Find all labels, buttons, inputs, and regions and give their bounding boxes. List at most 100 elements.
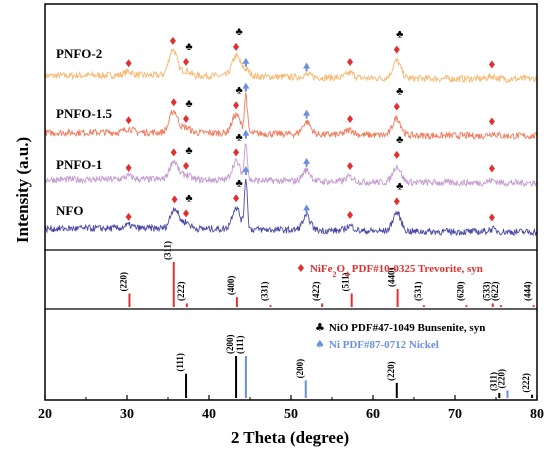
nife2o4-marker — [183, 114, 190, 123]
x-tick-label: 30 — [120, 407, 134, 422]
series-label: PNFO-1 — [56, 157, 102, 172]
nife2o4-marker — [393, 150, 400, 159]
legend-text-part: NiFe — [310, 263, 333, 275]
series-line — [44, 48, 538, 84]
ni-legend: ♠ Ni PDF#87-0712 Nickel — [315, 338, 439, 351]
nio-marker: ♣ — [396, 134, 403, 146]
nife2o4-marker — [125, 116, 132, 125]
nife2o4-marker — [393, 102, 400, 111]
club-icon: ♣ — [315, 321, 325, 334]
hkl-label: (220) — [118, 272, 128, 292]
hkl-label: (200) — [225, 335, 235, 355]
nio-marker: ♣ — [396, 180, 403, 192]
y-axis-label: Intensity (a.u.) — [13, 137, 32, 243]
nife2o4-marker — [347, 162, 354, 171]
x-axis-label: 2 Theta (degree) — [231, 428, 349, 447]
nife2o4-marker — [125, 212, 132, 221]
nife2o4-marker — [233, 42, 240, 51]
nife2o4-marker — [233, 148, 240, 157]
diamond-icon: ♦ — [296, 262, 306, 275]
nife2o4-marker — [347, 211, 354, 220]
ni-marker — [242, 57, 250, 67]
nife2o4-marker — [183, 209, 190, 218]
nife2o4-marker — [393, 197, 400, 206]
hkl-label: (444) — [523, 282, 533, 302]
legend-text-part: O — [336, 263, 345, 275]
x-tick-label: 40 — [202, 407, 216, 422]
nio-legend: ♣ NiO PDF#47-1049 Bunsenite, syn — [315, 321, 485, 334]
series-label: PNFO-1.5 — [56, 106, 112, 121]
nio-legend-text: NiO PDF#47-1049 Bunsenite, syn — [329, 322, 485, 334]
nife2o4-marker — [347, 58, 354, 67]
series-line — [44, 178, 538, 237]
legend-text-part: PDF#10-0325 Trevorite, syn — [349, 263, 483, 275]
nio-marker: ♣ — [235, 177, 242, 189]
ni-marker — [242, 129, 250, 139]
peak-markers: ♣ ♣ ♣ ♣ ♣ ♣ ♣ ♣ ♣ ♣ ♣ ♣ — [125, 26, 495, 222]
nife2o4-marker — [393, 45, 400, 54]
nio-marker: ♣ — [235, 26, 242, 38]
x-tick-label: 80 — [530, 407, 544, 422]
ni-marker — [303, 109, 311, 119]
nio-marker: ♣ — [185, 41, 192, 53]
ni-legend-text: Ni PDF#87-0712 Nickel — [329, 339, 439, 351]
hkl-label: (222) — [176, 282, 186, 302]
hkl-label: (111) — [235, 335, 245, 354]
hkl-label: (220) — [496, 369, 506, 389]
legend-text-part: 2 — [332, 270, 336, 279]
series-line — [44, 143, 538, 188]
nife2o4-marker — [233, 194, 240, 203]
nife2o4-marker — [488, 60, 495, 69]
ni-marker — [303, 62, 311, 72]
x-tick-label: 20 — [38, 407, 52, 422]
hkl-label: (331) — [260, 282, 270, 302]
nife2o4-marker — [170, 148, 177, 157]
hkl-label: (222) — [521, 373, 531, 393]
nife2o4-marker — [125, 59, 132, 68]
hkl-label: (200) — [295, 359, 305, 379]
nio-marker: ♣ — [185, 192, 192, 204]
nio-marker: ♣ — [185, 145, 192, 157]
nife2o4-marker — [170, 98, 177, 107]
x-ticks: 20 30 40 50 60 70 80 — [38, 395, 544, 422]
nife2o4-marker — [488, 117, 495, 126]
pattern-curves: PNFO-2 PNFO-1.5 PNFO-1 NFO — [44, 46, 538, 237]
x-tick-label: 60 — [366, 407, 380, 422]
nio-marker: ♣ — [396, 86, 403, 98]
nife2o4-legend: ♦ NiFe2O4 PDF#10-0325 Trevorite, syn — [296, 262, 483, 279]
series-label: NFO — [56, 203, 83, 218]
nio-marker: ♣ — [185, 98, 192, 110]
x-tick-label: 70 — [448, 407, 462, 422]
hkl-label: (622) — [490, 282, 500, 302]
hkl-label: (533) — [482, 282, 492, 302]
series-line — [44, 92, 538, 141]
hkl-label: (111) — [175, 353, 185, 372]
ni-marker — [303, 204, 311, 214]
hkl-label: (311) — [488, 372, 498, 391]
hkl-label: (620) — [455, 282, 465, 302]
reference-sticks: (220)(311)(222) (400) (331) (422) (511) (440)… — [118, 241, 535, 398]
ni-marker — [303, 157, 311, 167]
x-tick-label: 50 — [284, 407, 298, 422]
nife2o4-marker — [169, 36, 176, 45]
nife2o4-marker — [171, 195, 178, 204]
nife2o4-marker — [125, 163, 132, 172]
hkl-label: (422) — [311, 282, 321, 302]
hkl-label: (400) — [226, 276, 236, 296]
hkl-label: (531) — [413, 282, 423, 302]
ni-marker — [242, 82, 250, 92]
legend-text-part: 4 — [345, 270, 349, 279]
series-label: PNFO-2 — [56, 46, 102, 61]
nife2o4-marker — [347, 115, 354, 124]
spade-icon: ♠ — [315, 338, 325, 351]
nio-marker: ♣ — [396, 29, 403, 41]
nife2o4-marker — [488, 213, 495, 222]
ni-marker — [242, 166, 250, 176]
nio-marker: ♣ — [235, 84, 242, 96]
hkl-label: (220) — [386, 361, 396, 381]
nio-marker: ♣ — [235, 131, 242, 143]
hkl-label: (440) — [387, 268, 397, 288]
nife2o4-marker — [233, 101, 240, 110]
